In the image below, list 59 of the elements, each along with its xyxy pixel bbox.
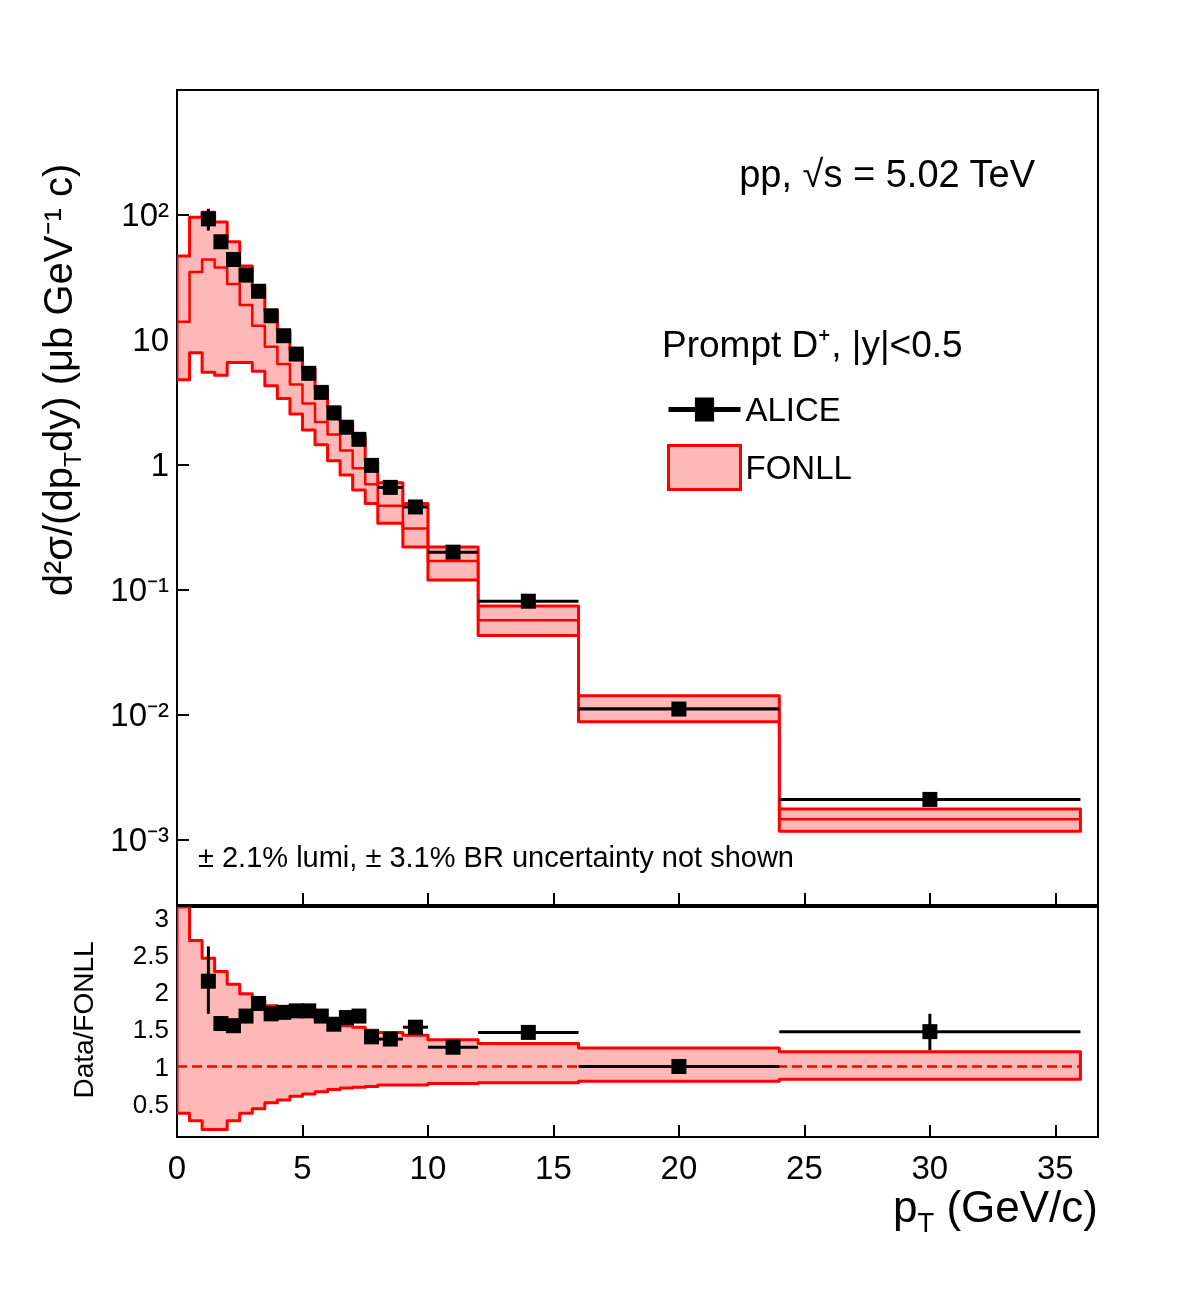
point [382, 479, 398, 495]
point [922, 1024, 938, 1040]
point [671, 1059, 687, 1075]
y-tick-label: 10 [132, 321, 169, 359]
point [251, 995, 267, 1011]
y-tick-label: 10² [121, 196, 169, 234]
x-tick-label: 10 [409, 1149, 447, 1186]
point [276, 328, 292, 344]
y-tick-label: 2 [154, 977, 169, 1008]
y-tick-label: 1 [150, 446, 169, 484]
point [251, 283, 267, 299]
point [445, 544, 461, 560]
annotation: pp, √s = 5.02 TeV [739, 153, 1035, 195]
point [301, 1003, 317, 1019]
point [225, 1018, 241, 1034]
y-tick-label: 10⁻³ [110, 821, 169, 859]
y-tick-label: 0.5 [132, 1088, 169, 1119]
point [363, 457, 379, 473]
point [238, 267, 254, 283]
point [445, 1039, 461, 1055]
point [238, 1008, 254, 1024]
point [671, 701, 687, 717]
x-tick-label: 5 [293, 1149, 312, 1186]
y-tick-label: 3 [154, 903, 169, 934]
point [520, 1024, 536, 1040]
point [351, 431, 367, 447]
point [213, 234, 229, 250]
y-axis-title: Data/FONLL [68, 941, 99, 1099]
point [338, 419, 354, 435]
point [407, 1019, 423, 1035]
point [200, 211, 216, 227]
annotation: ± 2.1% lumi, ± 3.1% BR uncertainty not shown [198, 841, 795, 873]
x-tick-label: 0 [167, 1149, 187, 1186]
point [326, 405, 342, 421]
point [363, 1029, 379, 1045]
legend-label: ALICE [745, 391, 841, 428]
point [301, 365, 317, 381]
y-tick-label: 1 [154, 1051, 169, 1082]
y-tick-label: 10⁻² [110, 696, 169, 734]
point [326, 1016, 342, 1032]
y-tick-label: 1.5 [132, 1014, 169, 1045]
point [382, 1031, 398, 1047]
point [407, 499, 423, 515]
y-tick-label: 10⁻¹ [110, 571, 169, 609]
point [520, 593, 536, 609]
point [288, 346, 304, 362]
point [313, 1008, 329, 1024]
point [313, 384, 329, 400]
x-tick-label: 25 [786, 1149, 823, 1186]
point [922, 791, 938, 807]
point [263, 308, 279, 324]
y-tick-label: 2.5 [132, 940, 169, 971]
point [351, 1008, 367, 1024]
legend-title: Prompt D⁺, |y|<0.5 [662, 324, 963, 365]
x-tick-label: 20 [660, 1149, 698, 1186]
legend-label: FONLL [745, 449, 852, 486]
x-tick-label: 15 [535, 1149, 572, 1186]
point [200, 973, 216, 989]
point [225, 251, 241, 267]
